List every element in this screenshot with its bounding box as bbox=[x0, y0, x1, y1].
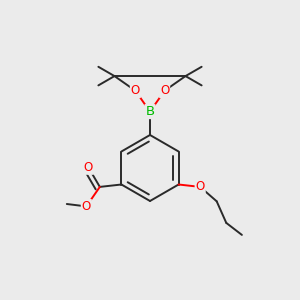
Text: O: O bbox=[196, 180, 205, 194]
Text: B: B bbox=[146, 105, 154, 118]
Text: O: O bbox=[82, 200, 91, 213]
Text: O: O bbox=[131, 84, 140, 97]
Text: O: O bbox=[84, 161, 93, 174]
Text: O: O bbox=[160, 84, 169, 97]
